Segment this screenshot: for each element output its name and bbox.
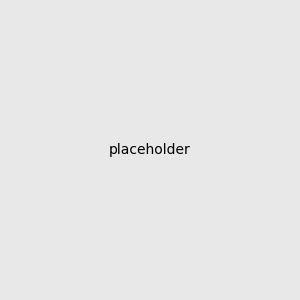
Text: placeholder: placeholder (109, 143, 191, 157)
